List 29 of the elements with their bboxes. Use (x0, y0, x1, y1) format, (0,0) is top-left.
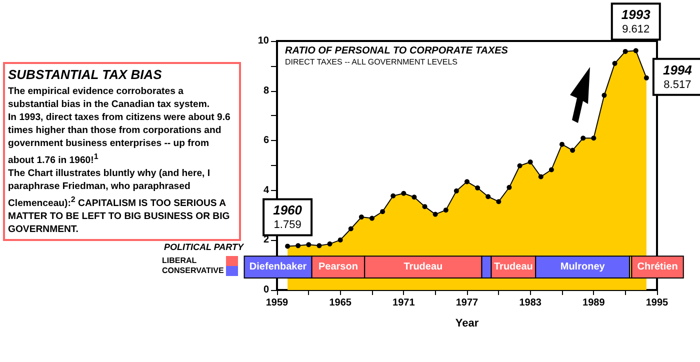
x-axis-title: Year (455, 318, 480, 330)
x-tick-label: 1989 (582, 298, 606, 308)
annotation: 1994 8.517 (662, 62, 693, 91)
x-tick-label: 1983 (519, 298, 542, 308)
text: DIRECT TAXES -- ALL GOVERNMENT LEVELS (285, 58, 458, 66)
y-tick-label: 8 (263, 85, 270, 96)
y-tick-label: 6 (263, 135, 270, 146)
text: CONSERVATIVE (162, 266, 224, 275)
chart-title: RATIO OF PERSONAL TO CORPORATE TAXES (285, 46, 508, 56)
y-tick-label: 10 (258, 36, 270, 46)
text: The empirical evidence corroborates a substantial bias in the Canadian tax system. In 1993, direct taxes from citizens were about 9.6 times higher than those from corporations and government business enterprises -- up from about 1.76 in 1960!$^{1}$ The Chart illustrates bluntly why (and here, I paraphrase Friedman, who paraphrased Clemenceau):$^{2}$ CAPITALISM IS TOO SERIOUS A MATTER TO BE LEFT TO BIG BUSINESS OR BIG GOVERNMENT. (8, 86, 230, 236)
annotation: 1993 9.612 (621, 7, 652, 36)
text: LIBERAL (162, 256, 197, 265)
band-label: Chrétien (637, 262, 678, 273)
x-tick-label: 1959 (266, 298, 289, 308)
band-label: Pearson (318, 262, 358, 273)
x-tick-label: 1977 (456, 298, 479, 308)
text: POLITICAL PARTY (164, 242, 244, 252)
x-tick-label: 1995 (646, 298, 669, 308)
band-label: Diefenbaker (249, 262, 307, 273)
x-tick-label: 1971 (392, 298, 416, 308)
x-tick-label: 1965 (329, 298, 352, 308)
band-label: Mulroney (560, 262, 606, 273)
y-tick-label: 0 (263, 284, 270, 296)
band-label: Trudeau (494, 262, 533, 273)
annotation: 1960 1.759 (273, 202, 303, 232)
band-label: Trudeau (404, 262, 443, 273)
y-tick-label: 4 (263, 184, 270, 196)
text: SUBSTANTIAL TAX BIAS (8, 67, 163, 82)
